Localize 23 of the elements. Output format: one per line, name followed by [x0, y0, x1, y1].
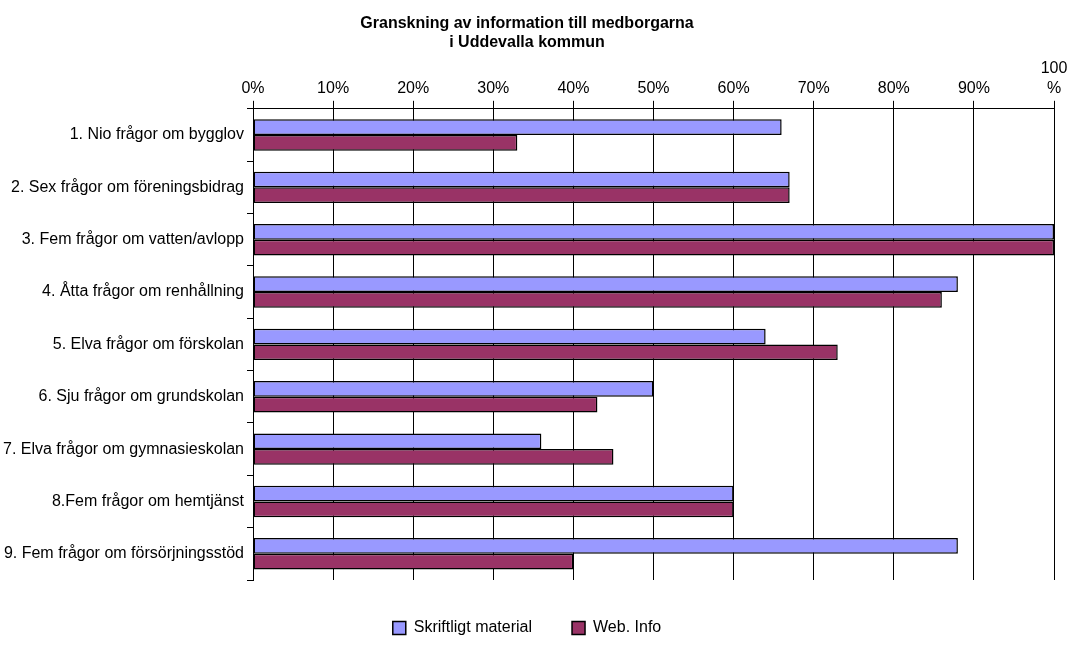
- x-tick-label: 20%: [397, 78, 430, 96]
- x-tick-label: 100 %: [1040, 59, 1068, 96]
- y-tick-label: 5. Elva frågor om förskolan: [52, 334, 244, 352]
- legend-label: Web. Info: [593, 618, 662, 636]
- y-tick-label: 7. Elva frågor om gymnasieskolan: [3, 439, 244, 457]
- x-tick-label: 50%: [637, 78, 670, 96]
- x-tick-label: 40%: [557, 78, 590, 96]
- legend-label: Skriftligt material: [413, 618, 533, 636]
- x-tick-label: 90%: [957, 78, 990, 96]
- y-tick-label: 6. Sju frågor om grundskolan: [38, 387, 244, 405]
- x-tick-label: 10%: [317, 78, 350, 96]
- chart-title: Granskning av information till medborgarna i Uddevalla kommun: [360, 14, 694, 51]
- y-tick-label: 2. Sex frågor om föreningsbidrag: [10, 177, 244, 195]
- y-tick-label: 8.Fem frågor om hemtjänst: [51, 491, 245, 509]
- y-tick-label: 3. Fem frågor om vatten/avlopp: [21, 230, 245, 248]
- x-tick-label: 70%: [797, 78, 830, 96]
- x-tick-label: 0%: [241, 78, 265, 96]
- x-tick-label: 30%: [477, 78, 510, 96]
- y-tick-label: 9. Fem frågor om försörjningsstöd: [3, 544, 244, 562]
- x-tick-label: 80%: [877, 78, 910, 96]
- y-tick-label: 4. Åtta frågor om renhållning: [42, 281, 244, 300]
- y-tick-label: 1. Nio frågor om bygglov: [69, 125, 244, 143]
- x-tick-label: 60%: [717, 78, 750, 96]
